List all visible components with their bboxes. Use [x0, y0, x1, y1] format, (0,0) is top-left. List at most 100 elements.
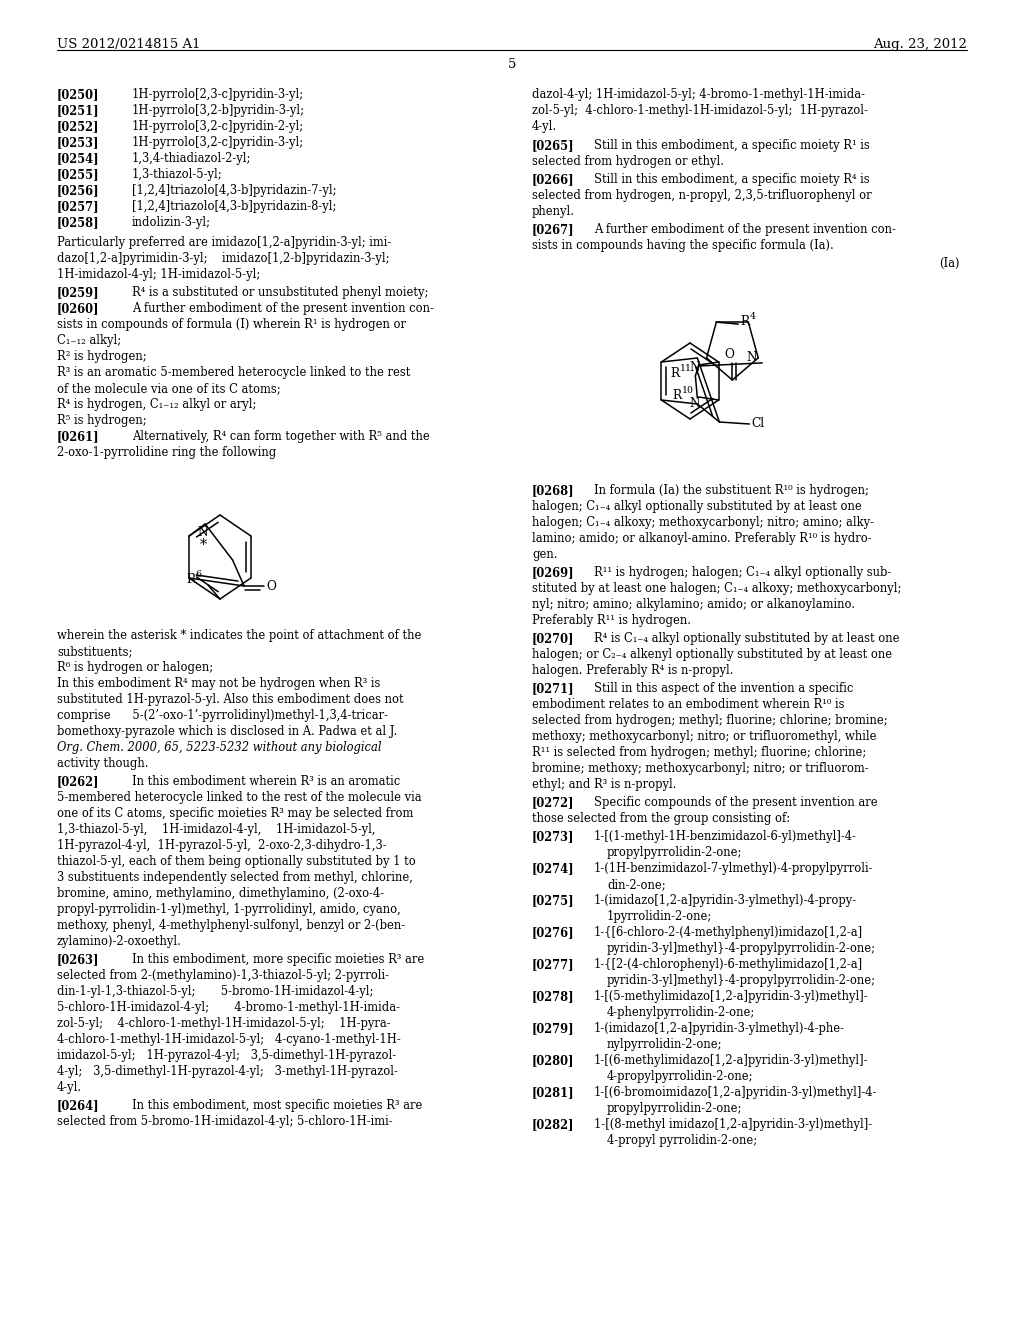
Text: [0258]: [0258]	[57, 216, 99, 228]
Text: 1-[(5-methylimidazo[1,2-a]pyridin-3-yl)methyl]-: 1-[(5-methylimidazo[1,2-a]pyridin-3-yl)m…	[594, 990, 868, 1003]
Text: [0271]: [0271]	[532, 682, 574, 696]
Text: [0275]: [0275]	[532, 894, 574, 907]
Text: 1-{[6-chloro-2-(4-methylphenyl)imidazo[1,2-a]: 1-{[6-chloro-2-(4-methylphenyl)imidazo[1…	[594, 927, 863, 939]
Text: 1H-pyrrolo[2,3-c]pyridin-3-yl;: 1H-pyrrolo[2,3-c]pyridin-3-yl;	[132, 88, 304, 102]
Text: comprise      5-(2’-oxo-1’-pyrrolidinyl)methyl-1,3,4-tricar-: comprise 5-(2’-oxo-1’-pyrrolidinyl)methy…	[57, 709, 388, 722]
Text: N: N	[689, 397, 699, 411]
Text: [0277]: [0277]	[532, 958, 574, 972]
Text: Still in this embodiment, a specific moiety R¹ is: Still in this embodiment, a specific moi…	[594, 139, 869, 152]
Text: methoxy; methoxycarbonyl; nitro; or trifluoromethyl, while: methoxy; methoxycarbonyl; nitro; or trif…	[532, 730, 877, 743]
Text: 1H-pyrrolo[3,2-c]pyridin-2-yl;: 1H-pyrrolo[3,2-c]pyridin-2-yl;	[132, 120, 304, 133]
Text: 5-chloro-1H-imidazol-4-yl;       4-bromo-1-methyl-1H-imida-: 5-chloro-1H-imidazol-4-yl; 4-bromo-1-met…	[57, 1001, 400, 1014]
Text: [0263]: [0263]	[57, 953, 99, 966]
Text: imidazol-5-yl;   1H-pyrazol-4-yl;   3,5-dimethyl-1H-pyrazol-: imidazol-5-yl; 1H-pyrazol-4-yl; 3,5-dime…	[57, 1049, 396, 1063]
Text: 1-{[2-(4-chlorophenyl)-6-methylimidazo[1,2-a]: 1-{[2-(4-chlorophenyl)-6-methylimidazo[1…	[594, 958, 863, 972]
Text: 5-membered heterocycle linked to the rest of the molecule via: 5-membered heterocycle linked to the res…	[57, 791, 422, 804]
Text: Preferably R¹¹ is hydrogen.: Preferably R¹¹ is hydrogen.	[532, 614, 691, 627]
Text: 11: 11	[680, 364, 691, 374]
Text: [0278]: [0278]	[532, 990, 574, 1003]
Text: 1-[(6-bromoimidazo[1,2-a]pyridin-3-yl)methyl]-4-: 1-[(6-bromoimidazo[1,2-a]pyridin-3-yl)me…	[594, 1086, 878, 1100]
Text: A further embodiment of the present invention con-: A further embodiment of the present inve…	[594, 223, 896, 236]
Text: lamino; amido; or alkanoyl-amino. Preferably R¹⁰ is hydro-: lamino; amido; or alkanoyl-amino. Prefer…	[532, 532, 871, 545]
Text: 1-[(1-methyl-1H-benzimidazol-6-yl)methyl]-4-: 1-[(1-methyl-1H-benzimidazol-6-yl)methyl…	[594, 830, 857, 843]
Text: indolizin-3-yl;: indolizin-3-yl;	[132, 216, 211, 228]
Text: R: R	[671, 367, 680, 380]
Text: N: N	[689, 360, 699, 374]
Text: Specific compounds of the present invention are: Specific compounds of the present invent…	[594, 796, 878, 809]
Text: C₁₋₁₂ alkyl;: C₁₋₁₂ alkyl;	[57, 334, 121, 347]
Text: 1pyrrolidin-2-one;: 1pyrrolidin-2-one;	[607, 909, 713, 923]
Text: halogen; or C₂₋₄ alkenyl optionally substituted by at least one: halogen; or C₂₋₄ alkenyl optionally subs…	[532, 648, 892, 661]
Text: selected from 5-bromo-1H-imidazol-4-yl; 5-chloro-1H-imi-: selected from 5-bromo-1H-imidazol-4-yl; …	[57, 1115, 392, 1129]
Text: 1H-pyrrolo[3,2-b]pyridin-3-yl;: 1H-pyrrolo[3,2-b]pyridin-3-yl;	[132, 104, 305, 117]
Text: O: O	[724, 348, 734, 360]
Text: 1-(1H-benzimidazol-7-ylmethyl)-4-propylpyrroli-: 1-(1H-benzimidazol-7-ylmethyl)-4-propylp…	[594, 862, 873, 875]
Text: [0268]: [0268]	[532, 484, 574, 498]
Text: [0256]: [0256]	[57, 183, 99, 197]
Text: [0265]: [0265]	[532, 139, 574, 152]
Text: R² is hydrogen;: R² is hydrogen;	[57, 350, 146, 363]
Text: zylamino)-2-oxoethyl.: zylamino)-2-oxoethyl.	[57, 935, 182, 948]
Text: 6: 6	[195, 570, 201, 579]
Text: [0262]: [0262]	[57, 775, 99, 788]
Text: Cl: Cl	[752, 417, 765, 430]
Text: Particularly preferred are imidazo[1,2-a]pyridin-3-yl; imi-: Particularly preferred are imidazo[1,2-a…	[57, 236, 391, 249]
Text: [0279]: [0279]	[532, 1022, 574, 1035]
Text: (Ia): (Ia)	[939, 257, 961, 271]
Text: [0267]: [0267]	[532, 223, 574, 236]
Text: In this embodiment, most specific moieties R³ are: In this embodiment, most specific moieti…	[132, 1100, 422, 1111]
Text: halogen; C₁₋₄ alkoxy; methoxycarbonyl; nitro; amino; alky-: halogen; C₁₋₄ alkoxy; methoxycarbonyl; n…	[532, 516, 874, 529]
Text: [0252]: [0252]	[57, 120, 99, 133]
Text: [1,2,4]triazolo[4,3-b]pyridazin-8-yl;: [1,2,4]triazolo[4,3-b]pyridazin-8-yl;	[132, 201, 336, 213]
Text: nylpyrrolidin-2-one;: nylpyrrolidin-2-one;	[607, 1038, 723, 1051]
Text: 1,3-thiazol-5-yl,    1H-imidazol-4-yl,    1H-imidazol-5-yl,: 1,3-thiazol-5-yl, 1H-imidazol-4-yl, 1H-i…	[57, 822, 376, 836]
Text: [0266]: [0266]	[532, 173, 574, 186]
Text: phenyl.: phenyl.	[532, 205, 575, 218]
Text: [0273]: [0273]	[532, 830, 574, 843]
Text: nyl; nitro; amino; alkylamino; amido; or alkanoylamino.: nyl; nitro; amino; alkylamino; amido; or…	[532, 598, 855, 611]
Text: 2-oxo-1-pyrrolidine ring the following: 2-oxo-1-pyrrolidine ring the following	[57, 446, 276, 459]
Text: [0255]: [0255]	[57, 168, 99, 181]
Text: 1H-imidazol-4-yl; 1H-imidazol-5-yl;: 1H-imidazol-4-yl; 1H-imidazol-5-yl;	[57, 268, 260, 281]
Text: 4-propyl pyrrolidin-2-one;: 4-propyl pyrrolidin-2-one;	[607, 1134, 757, 1147]
Text: 1-[(8-methyl imidazo[1,2-a]pyridin-3-yl)methyl]-: 1-[(8-methyl imidazo[1,2-a]pyridin-3-yl)…	[594, 1118, 872, 1131]
Text: 4: 4	[750, 312, 756, 321]
Text: those selected from the group consisting of:: those selected from the group consisting…	[532, 812, 791, 825]
Text: [0251]: [0251]	[57, 104, 99, 117]
Text: din-2-one;: din-2-one;	[607, 878, 666, 891]
Text: bomethoxy-pyrazole which is disclosed in A. Padwa et al J.: bomethoxy-pyrazole which is disclosed in…	[57, 725, 397, 738]
Text: 4-yl;   3,5-dimethyl-1H-pyrazol-4-yl;   3-methyl-1H-pyrazol-: 4-yl; 3,5-dimethyl-1H-pyrazol-4-yl; 3-me…	[57, 1065, 398, 1078]
Text: N: N	[198, 525, 209, 539]
Text: Alternatively, R⁴ can form together with R⁵ and the: Alternatively, R⁴ can form together with…	[132, 430, 430, 444]
Text: R⁴ is a substituted or unsubstituted phenyl moiety;: R⁴ is a substituted or unsubstituted phe…	[132, 286, 428, 300]
Text: ethyl; and R³ is n-propyl.: ethyl; and R³ is n-propyl.	[532, 777, 677, 791]
Text: [0257]: [0257]	[57, 201, 99, 213]
Text: [0276]: [0276]	[532, 927, 574, 939]
Text: 4-yl.: 4-yl.	[532, 120, 557, 133]
Text: din-1-yl-1,3-thiazol-5-yl;       5-bromo-1H-imidazol-4-yl;: din-1-yl-1,3-thiazol-5-yl; 5-bromo-1H-im…	[57, 985, 374, 998]
Text: zol-5-yl;  4-chloro-1-methyl-1H-imidazol-5-yl;  1H-pyrazol-: zol-5-yl; 4-chloro-1-methyl-1H-imidazol-…	[532, 104, 868, 117]
Text: [0261]: [0261]	[57, 430, 99, 444]
Text: propyl-pyrrolidin-1-yl)methyl, 1-pyrrolidinyl, amido, cyano,: propyl-pyrrolidin-1-yl)methyl, 1-pyrroli…	[57, 903, 400, 916]
Text: R⁵ is hydrogen;: R⁵ is hydrogen;	[57, 414, 146, 426]
Text: zol-5-yl;    4-chloro-1-methyl-1H-imidazol-5-yl;    1H-pyra-: zol-5-yl; 4-chloro-1-methyl-1H-imidazol-…	[57, 1016, 390, 1030]
Text: 1-(imidazo[1,2-a]pyridin-3-ylmethyl)-4-phe-: 1-(imidazo[1,2-a]pyridin-3-ylmethyl)-4-p…	[594, 1022, 845, 1035]
Text: pyridin-3-yl]methyl}-4-propylpyrrolidin-2-one;: pyridin-3-yl]methyl}-4-propylpyrrolidin-…	[607, 942, 876, 954]
Text: In this embodiment wherein R³ is an aromatic: In this embodiment wherein R³ is an arom…	[132, 775, 400, 788]
Text: 1H-pyrrolo[3,2-c]pyridin-3-yl;: 1H-pyrrolo[3,2-c]pyridin-3-yl;	[132, 136, 304, 149]
Text: R: R	[186, 573, 196, 586]
Text: substituents;: substituents;	[57, 645, 132, 657]
Text: [0253]: [0253]	[57, 136, 99, 149]
Text: A further embodiment of the present invention con-: A further embodiment of the present inve…	[132, 302, 434, 315]
Text: gen.: gen.	[532, 548, 557, 561]
Text: Still in this embodiment, a specific moiety R⁴ is: Still in this embodiment, a specific moi…	[594, 173, 869, 186]
Text: R³ is an aromatic 5-membered heterocycle linked to the rest: R³ is an aromatic 5-membered heterocycle…	[57, 366, 411, 379]
Text: sists in compounds having the specific formula (Ia).: sists in compounds having the specific f…	[532, 239, 834, 252]
Text: 1,3,4-thiadiazol-2-yl;: 1,3,4-thiadiazol-2-yl;	[132, 152, 251, 165]
Text: 5: 5	[508, 58, 516, 71]
Text: halogen; C₁₋₄ alkyl optionally substituted by at least one: halogen; C₁₋₄ alkyl optionally substitut…	[532, 500, 862, 513]
Text: pyridin-3-yl]methyl}-4-propylpyrrolidin-2-one;: pyridin-3-yl]methyl}-4-propylpyrrolidin-…	[607, 974, 876, 987]
Text: bromine; methoxy; methoxycarbonyl; nitro; or trifluorom-: bromine; methoxy; methoxycarbonyl; nitro…	[532, 762, 868, 775]
Text: 4-phenylpyrrolidin-2-one;: 4-phenylpyrrolidin-2-one;	[607, 1006, 756, 1019]
Text: sists in compounds of formula (I) wherein R¹ is hydrogen or: sists in compounds of formula (I) wherei…	[57, 318, 406, 331]
